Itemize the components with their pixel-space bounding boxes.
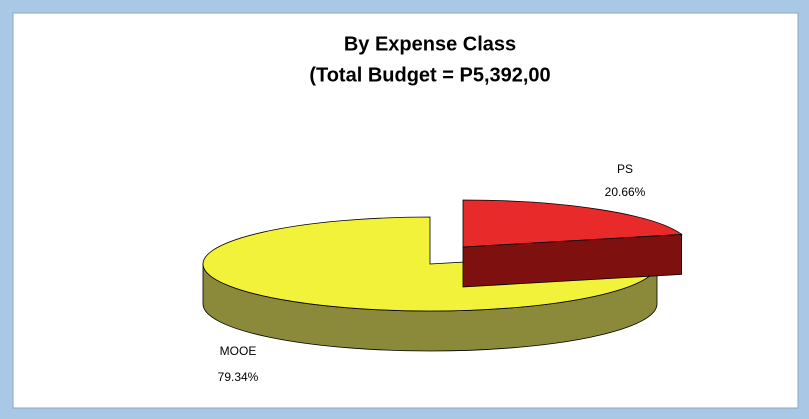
- slice-value-label: 79.34%: [218, 370, 259, 384]
- slice-label: PS: [617, 162, 633, 176]
- chart-title: By Expense Class: [344, 33, 516, 55]
- chart-subtitle: (Total Budget = P5,392,00: [309, 64, 550, 86]
- slice-label: MOOE: [220, 344, 257, 358]
- slice: [462, 199, 683, 248]
- slice-value-label: 20.66%: [605, 185, 646, 199]
- slice: [202, 216, 658, 312]
